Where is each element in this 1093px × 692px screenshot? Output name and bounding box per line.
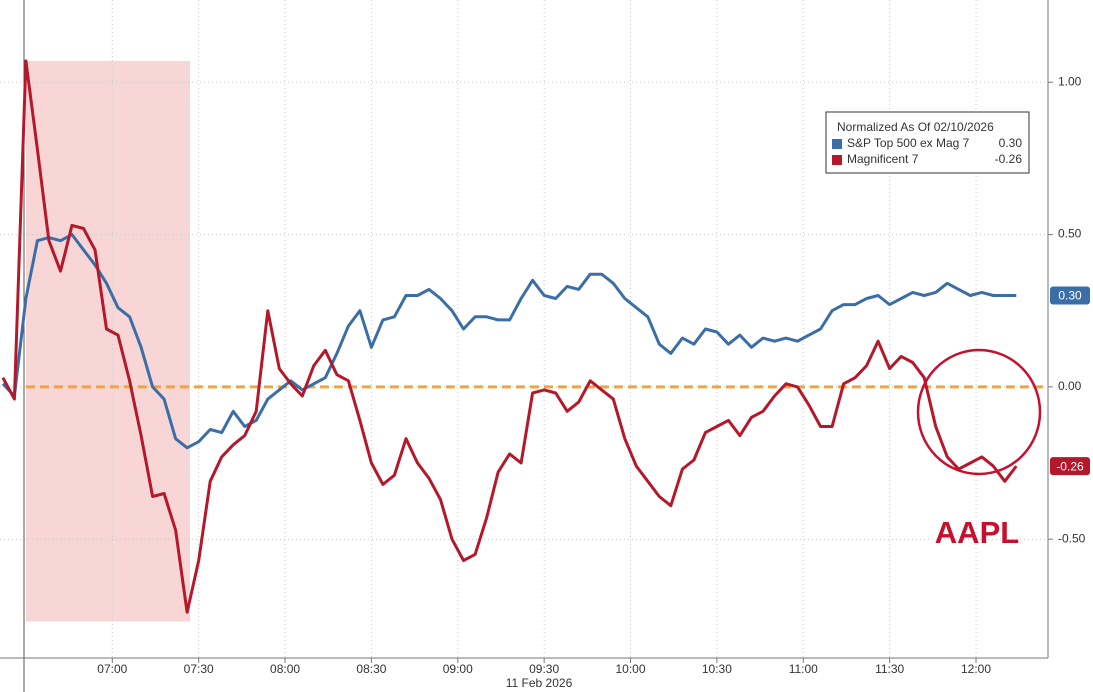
highlight-circle — [916, 348, 1042, 476]
y-tick-label: 1.00 — [1058, 74, 1082, 88]
x-tick-label: 08:30 — [356, 662, 386, 676]
legend-title: Normalized As Of 02/10/2026 — [837, 120, 994, 134]
y-tick-label: 0.00 — [1058, 379, 1082, 393]
end-badge — [1050, 286, 1090, 305]
x-tick-label: 07:00 — [97, 662, 127, 676]
x-tick-label: 08:00 — [270, 662, 300, 676]
background-layer — [0, 0, 1053, 663]
series-line — [1, 59, 1018, 614]
x-tick-label: 11:30 — [875, 662, 904, 676]
x-axis-label: 11 Feb 2026 — [506, 676, 573, 690]
legend-value: 0.30 — [999, 136, 1023, 150]
y-tick-label: -0.50 — [1058, 531, 1086, 545]
x-tick-label: 09:00 — [443, 662, 473, 676]
x-tick-label: 10:00 — [616, 662, 646, 676]
x-tick-label: 12:00 — [961, 662, 991, 676]
x-tick-label: 09:30 — [529, 662, 559, 676]
annotation: AAPL — [935, 515, 1019, 550]
x-tick-label: 11:00 — [789, 662, 818, 676]
series-line — [1, 233, 1017, 450]
legend-label: Magnificent 7 — [847, 152, 919, 166]
end-badge-label: 0.30 — [1058, 289, 1082, 303]
labels-layer: 07:00 07:30 08:00 08:30 09:00 09:30 10:00 10:30… — [97, 74, 1090, 676]
lines-layer — [1, 59, 1018, 614]
end-badge-label: -0.26 — [1056, 459, 1084, 473]
legend: Normalized As Of 02/10/2026 — [825, 111, 1030, 174]
x-tick-label: 07:30 — [184, 662, 214, 676]
legend-swatch — [832, 139, 842, 149]
legend-value: -0.26 — [995, 152, 1023, 166]
legend-swatch — [832, 155, 842, 165]
legend-label: S&P Top 500 ex Mag 7 — [847, 136, 970, 150]
end-badge — [1050, 457, 1090, 476]
legend-box — [825, 111, 1030, 174]
y-tick-label: 0.50 — [1058, 227, 1082, 241]
highlight-band — [25, 60, 191, 622]
x-tick-label: 10:30 — [702, 662, 732, 676]
